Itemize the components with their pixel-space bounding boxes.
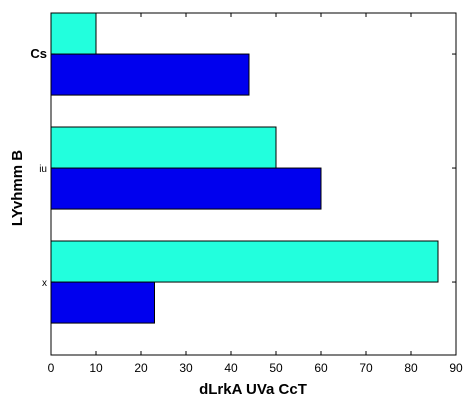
y-tick-label: iu	[39, 164, 47, 175]
x-axis-ticks: 0 10 20 30 40 50 60 70 80 90	[48, 13, 463, 375]
x-tick-label: 30	[179, 361, 193, 375]
bar-Cs-series-2	[50, 12, 97, 55]
y-axis-title: LYvhmm B	[9, 150, 26, 226]
x-tick-label: 20	[134, 361, 148, 375]
bar-Cs-series-1	[50, 53, 250, 96]
bar-x-series-2	[50, 240, 439, 283]
x-tick-label: 10	[89, 361, 103, 375]
y-tick-label: x	[42, 278, 47, 289]
bars-group	[50, 12, 439, 324]
bar-iu-series-2	[50, 126, 277, 169]
x-tick-label: 0	[48, 361, 55, 375]
x-tick-label: 90	[449, 361, 463, 375]
x-tick-label: 40	[224, 361, 238, 375]
x-axis-title: dLrkA UVa CcT	[199, 381, 307, 398]
x-tick-label: 60	[314, 361, 328, 375]
x-tick-label: 50	[269, 361, 283, 375]
y-axis-ticks: Cs iu x	[30, 46, 456, 289]
bar-iu-series-1	[50, 167, 322, 210]
x-tick-label: 70	[359, 361, 373, 375]
bar-x-series-1	[50, 281, 155, 324]
x-tick-label: 80	[404, 361, 418, 375]
y-tick-label: Cs	[30, 46, 47, 61]
